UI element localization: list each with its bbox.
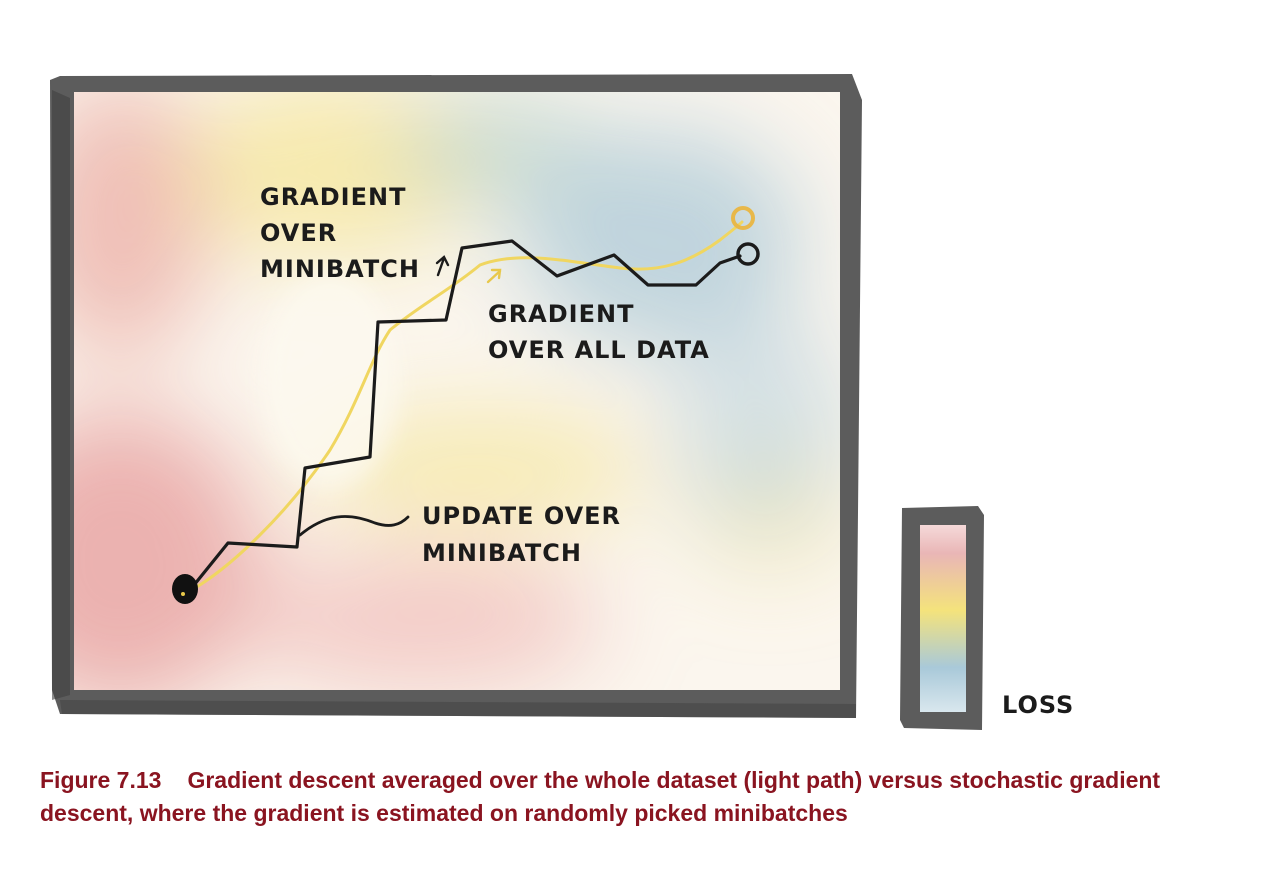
loss-surface xyxy=(74,92,840,690)
caption-text: Gradient descent averaged over the whole… xyxy=(40,767,1161,826)
label-gradient-over-all-data: GRADIENT OVER ALL DATA xyxy=(488,300,710,364)
svg-text:GRADIENT: GRADIENT xyxy=(488,300,634,328)
svg-text:GRADIENT: GRADIENT xyxy=(260,183,406,211)
stochastic-end-circle xyxy=(736,242,760,266)
loss-label: LOSS xyxy=(1002,691,1074,719)
start-dot xyxy=(172,574,198,604)
svg-text:OVER: OVER xyxy=(260,219,337,247)
frame xyxy=(50,74,862,718)
caption-figure-number: Figure 7.13 xyxy=(40,767,162,793)
gradient-descent-diagram: GRADIENT OVER MINIBATCH GRADIENT OVER AL… xyxy=(50,74,1074,730)
stochastic-path xyxy=(188,239,742,592)
label-gradient-over-minibatch: GRADIENT OVER MINIBATCH xyxy=(260,183,420,283)
figure-caption: Figure 7.13 Gradient descent averaged ove… xyxy=(40,764,1220,830)
full-batch-path xyxy=(184,220,744,595)
svg-text:MINIBATCH: MINIBATCH xyxy=(422,539,582,567)
full-batch-end-circle xyxy=(731,206,755,230)
loss-legend: LOSS xyxy=(900,506,1074,730)
full-gradient-arrow-icon xyxy=(486,268,502,284)
minibatch-gradient-arrow-icon xyxy=(435,255,450,277)
label-update-over-minibatch: UPDATE OVER MINIBATCH xyxy=(422,502,621,567)
svg-text:UPDATE OVER: UPDATE OVER xyxy=(422,502,621,530)
svg-text:MINIBATCH: MINIBATCH xyxy=(260,255,420,283)
svg-text:OVER ALL DATA: OVER ALL DATA xyxy=(488,336,710,364)
update-leader-line xyxy=(298,515,410,537)
